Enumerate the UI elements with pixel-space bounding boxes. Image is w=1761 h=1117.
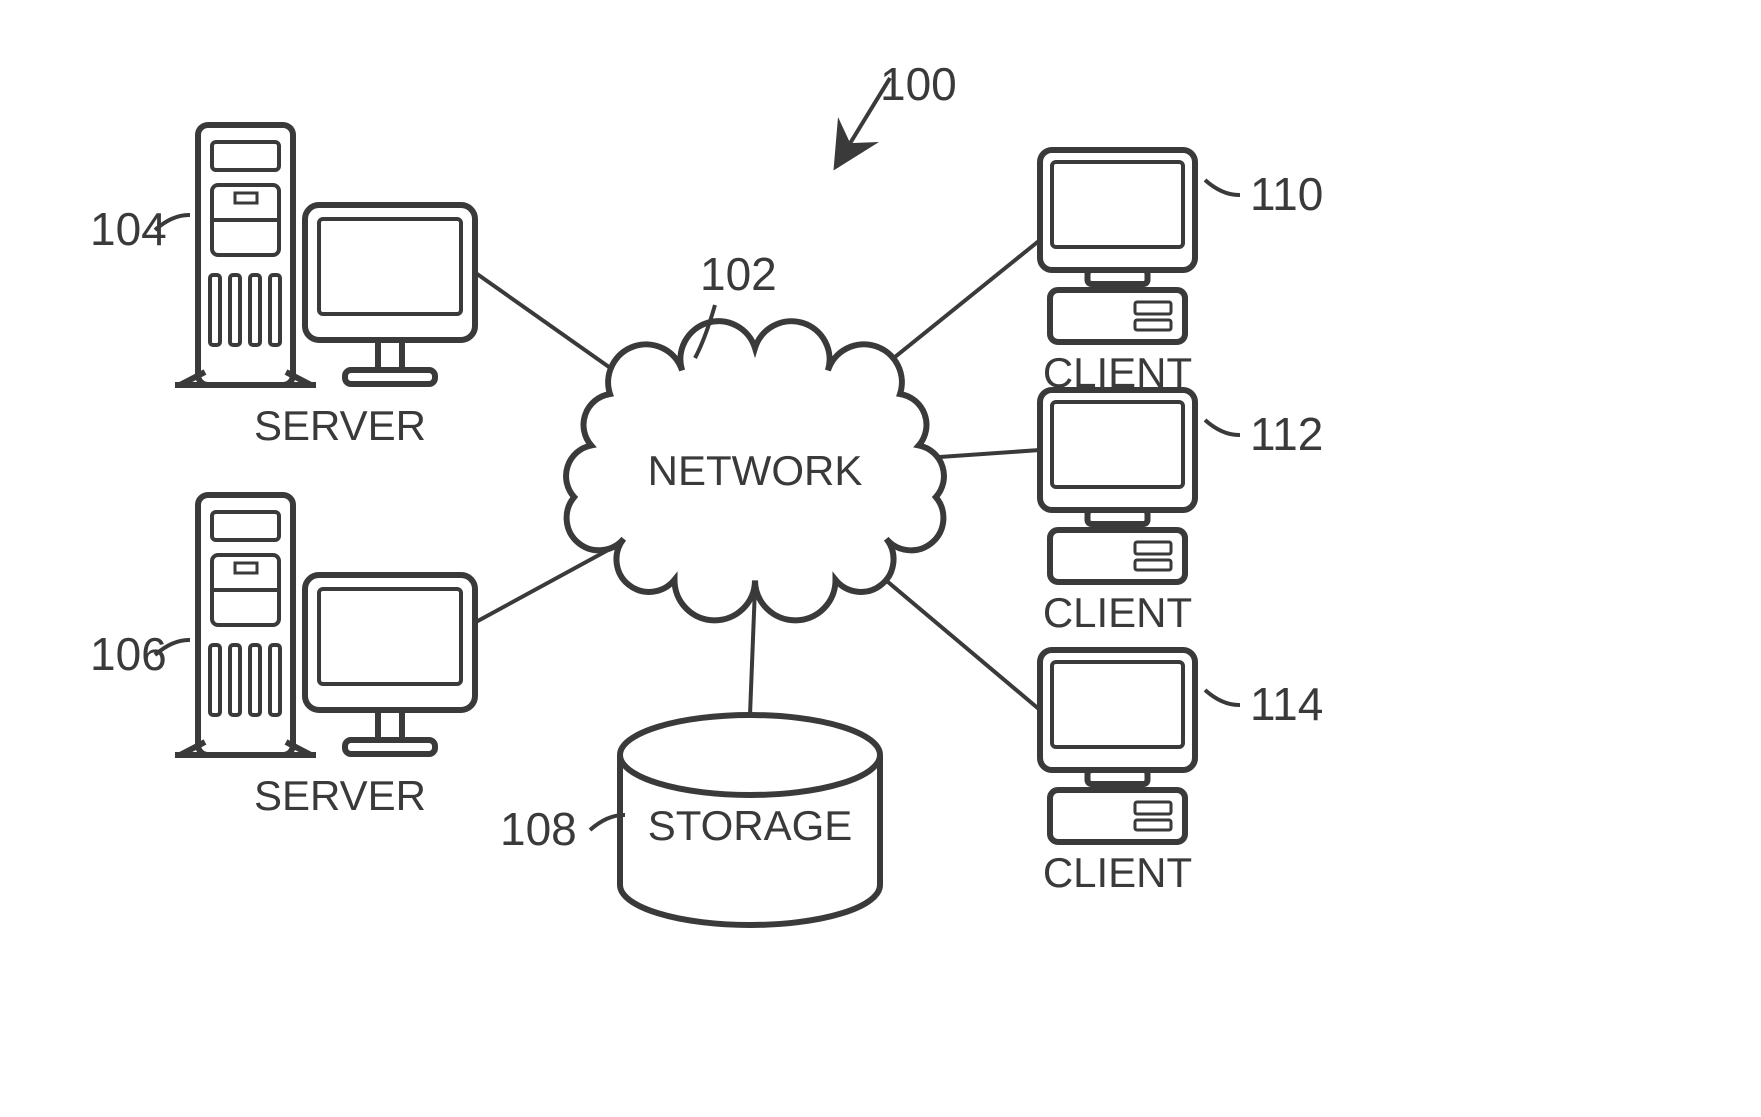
network-cloud: NETWORK [566, 321, 944, 620]
server-1 [175, 125, 475, 385]
storage-cylinder: STORAGE [620, 715, 880, 925]
ref-106: 106 [90, 628, 167, 680]
storage-label: STORAGE [648, 802, 853, 849]
server-1-label: SERVER [254, 402, 426, 449]
ref-110: 110 [1250, 168, 1323, 220]
client-1 [1040, 150, 1195, 342]
network-label: NETWORK [648, 447, 863, 494]
client-3-label: CLIENT [1043, 849, 1192, 896]
ref-112: 112 [1250, 408, 1323, 460]
client-2 [1040, 390, 1195, 582]
server-2-label: SERVER [254, 772, 426, 819]
ref-108: 108 [500, 803, 577, 855]
ref-100: 100 [880, 58, 957, 110]
client-2-label: CLIENT [1043, 589, 1192, 636]
ref-104: 104 [90, 203, 167, 255]
ref-114: 114 [1250, 678, 1323, 730]
server-2 [175, 495, 475, 755]
ref-102: 102 [700, 248, 777, 300]
client-3 [1040, 650, 1195, 842]
network-diagram: NETWORK STORAGE SERVER SERVER CLIENT CLI… [0, 0, 1761, 1117]
